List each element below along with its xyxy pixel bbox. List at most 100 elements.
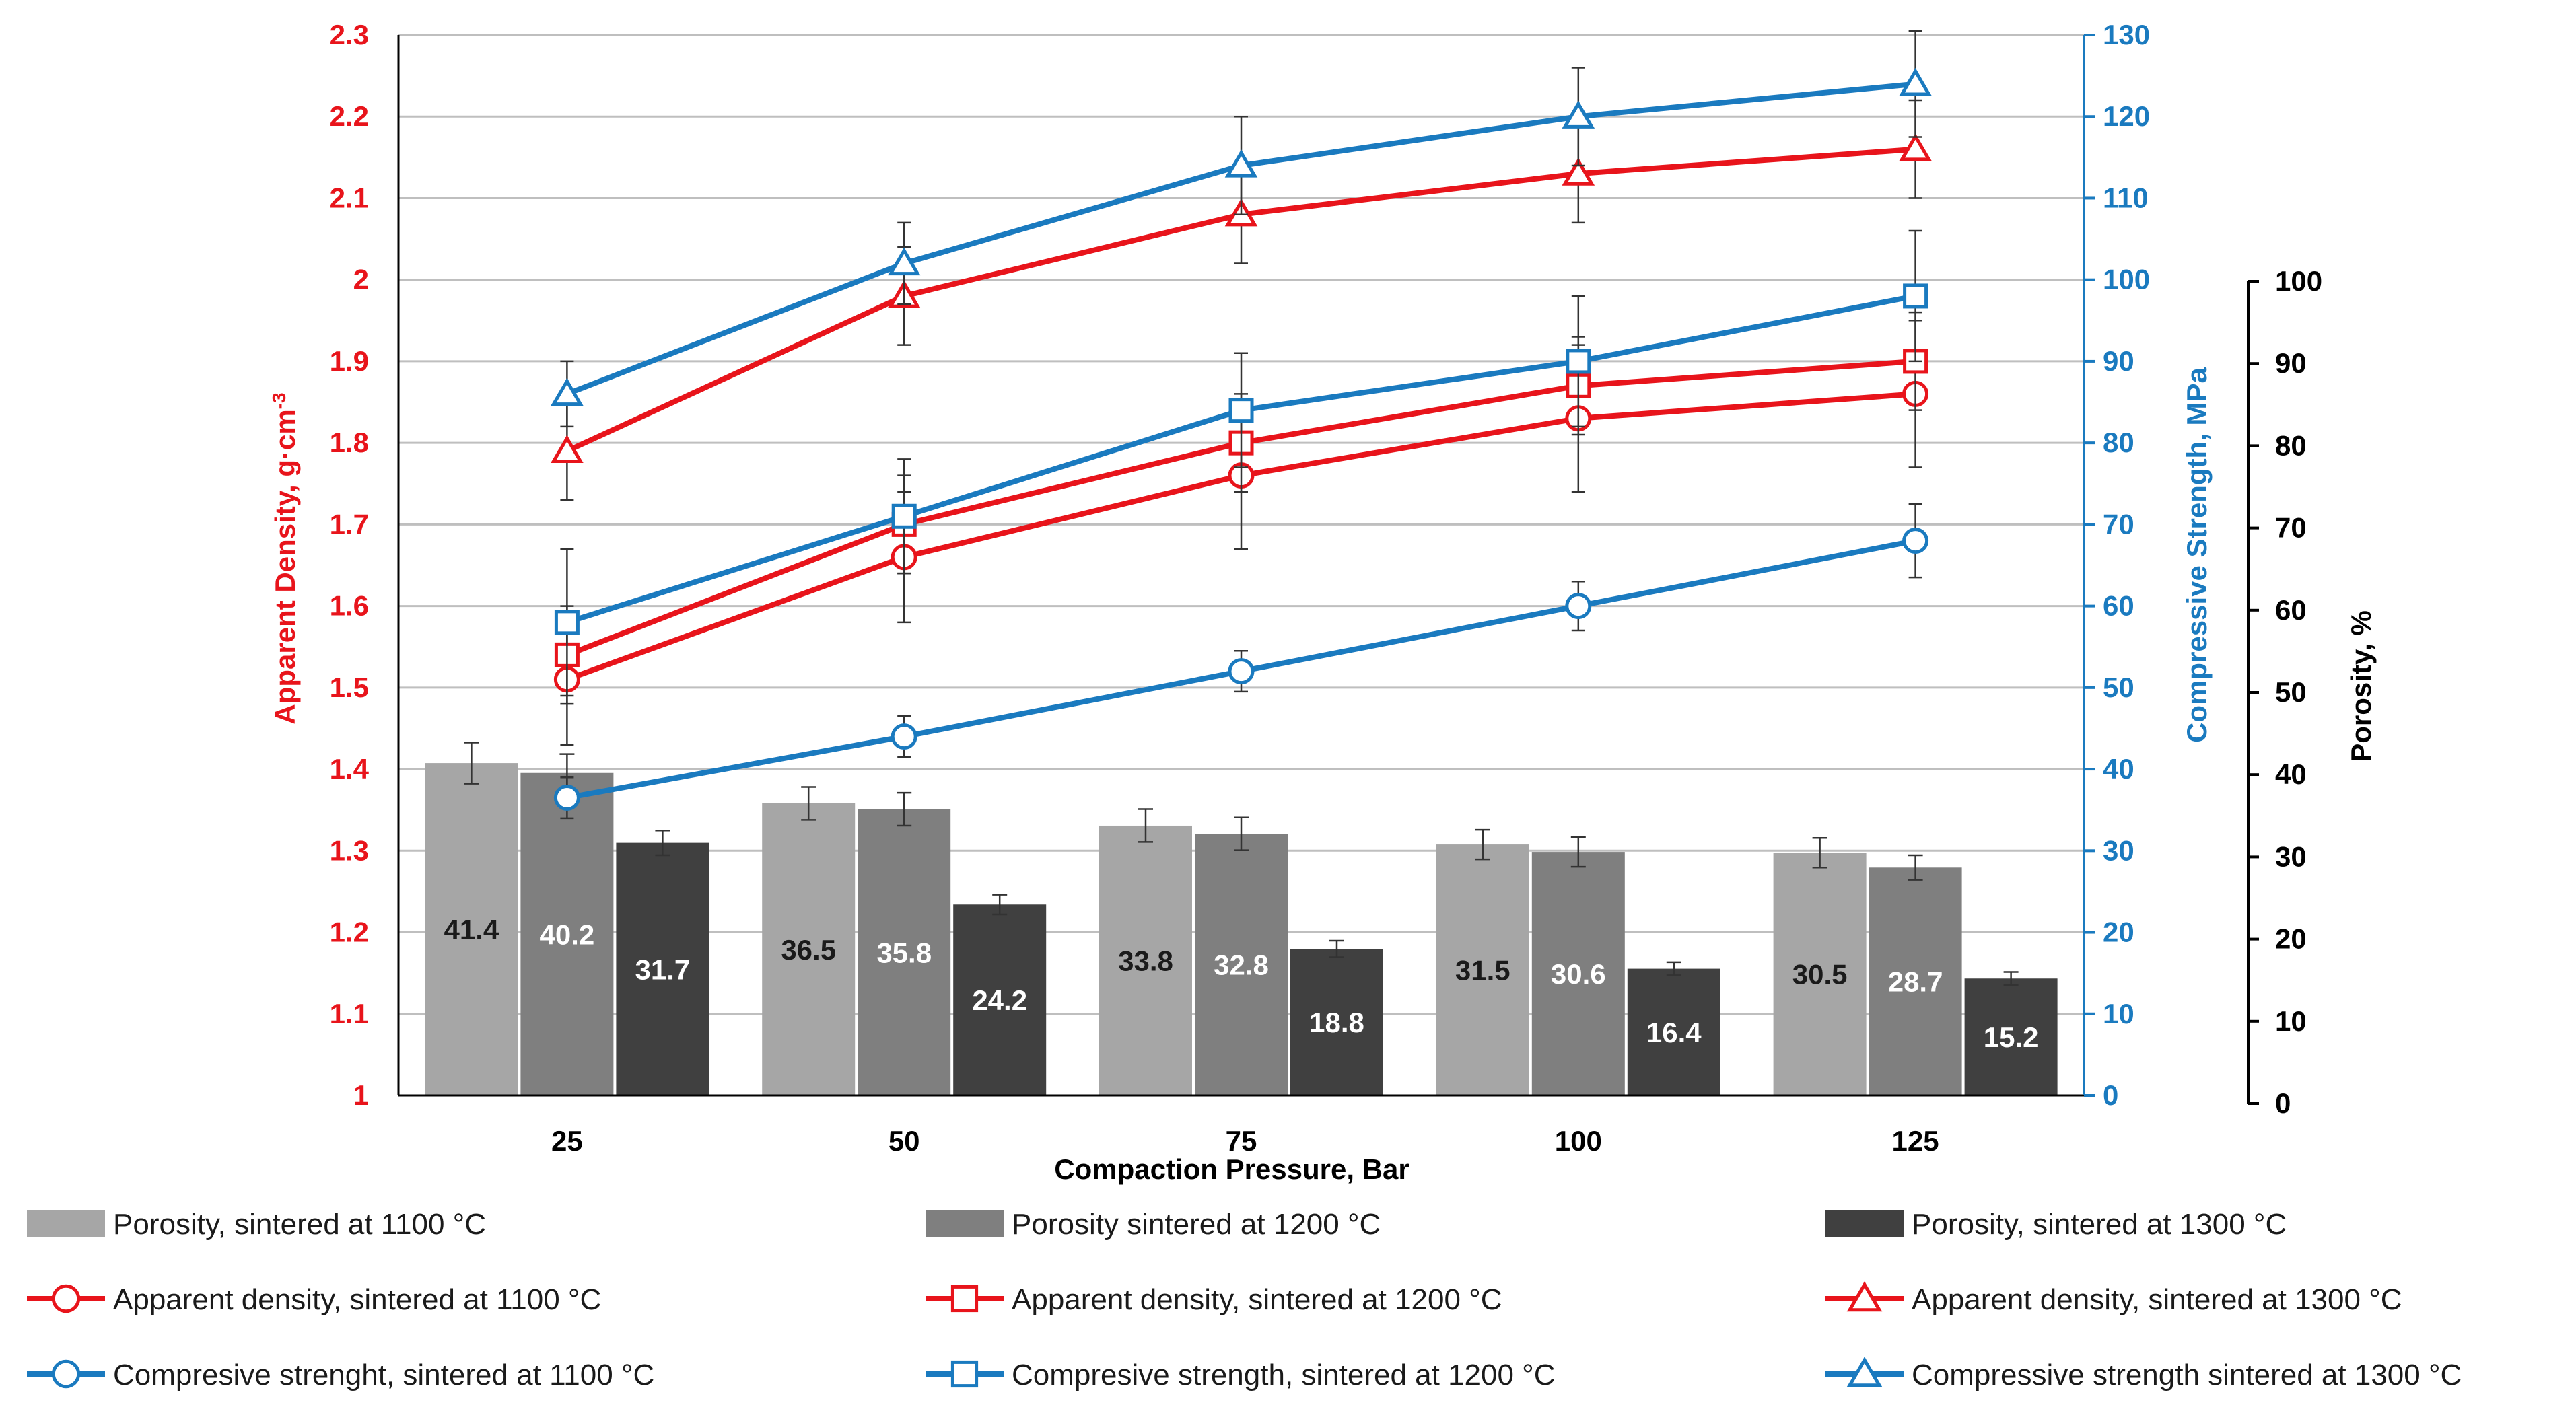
density-tick-label: 1.3 [330, 834, 369, 866]
data-point-marker [1228, 398, 1254, 423]
porosity-tick-label: 70 [2275, 512, 2307, 544]
porosity-bar [953, 904, 1047, 1095]
legend-item: Compressive strength sintered at 1300 °C [1825, 1357, 2462, 1392]
x-tick-label: 125 [1892, 1125, 1939, 1157]
density-tick-label: 2 [353, 264, 369, 295]
bar-value-label: 35.8 [876, 937, 932, 968]
legend-item: Porosity sintered at 1200 °C [926, 1208, 1381, 1241]
density-tick-label: 1.6 [330, 590, 369, 622]
bar-value-label: 31.5 [1455, 955, 1510, 986]
porosity-tick-label: 80 [2275, 429, 2307, 461]
bar-value-label: 24.2 [972, 984, 1027, 1016]
strength-tick-label: 40 [2103, 753, 2134, 785]
density-tick-label: 2.3 [330, 19, 369, 50]
porosity-bar [1869, 867, 1962, 1095]
bar-value-label: 30.6 [1551, 958, 1606, 990]
data-point-marker [1903, 283, 1928, 309]
legend-marker [51, 1284, 81, 1313]
bar-value-label: 33.8 [1118, 945, 1173, 976]
data-point-marker [891, 503, 917, 529]
density-axis-title-exponent: -3 [269, 392, 289, 409]
x-tick-label: 75 [1226, 1125, 1257, 1157]
porosity-bar [1773, 853, 1867, 1095]
bar-value-label: 41.4 [444, 914, 499, 945]
legend-marker [1846, 1357, 1883, 1387]
legend-marker [51, 1359, 81, 1389]
porosity-bar [1531, 852, 1625, 1095]
porosity-bar [616, 842, 709, 1095]
density-tick-label: 1.9 [330, 345, 369, 377]
strength-tick-label: 50 [2103, 672, 2134, 703]
density-tick-label: 2.2 [330, 100, 369, 132]
legend-item: Compresive strength, sintered at 1200 °C [926, 1359, 1556, 1392]
legend-item: Apparent density, sintered at 1200 °C [926, 1283, 1502, 1316]
porosity-bar [1964, 978, 2058, 1095]
density-tick-label: 2.1 [330, 182, 369, 213]
porosity-tick-label: 20 [2275, 923, 2307, 955]
legend-label: Compressive strength sintered at 1300 °C [1912, 1359, 2462, 1392]
porosity-tick-label: 50 [2275, 676, 2307, 708]
legend-label: Apparent density, sintered at 1100 °C [113, 1283, 601, 1316]
porosity-tick-label: 0 [2275, 1087, 2291, 1119]
legend-label: Porosity, sintered at 1300 °C [1912, 1208, 2287, 1241]
density-tick-label: 1.5 [330, 672, 369, 703]
bar-value-label: 30.5 [1792, 959, 1848, 990]
data-point-marker [551, 377, 584, 406]
x-tick-label: 25 [551, 1125, 583, 1157]
data-point-marker [1562, 157, 1595, 186]
bar-value-label: 36.5 [781, 934, 836, 966]
porosity-axis-title: Porosity, % [2345, 610, 2377, 762]
strength-tick-label: 130 [2103, 19, 2150, 50]
density-tick-label: 1.2 [330, 916, 369, 948]
porosity-tick-label: 60 [2275, 594, 2307, 626]
axes: 1 1.1 1.2 1.3 1.4 1.5 1.6 1.7 1.8 1.9 2 2.1 2.2 2.3 0 1… [330, 19, 2322, 1157]
strength-tick-label: 110 [2103, 182, 2149, 213]
legend-label: Porosity, sintered at 1100 °C [113, 1208, 486, 1241]
porosity-tick-label: 90 [2275, 347, 2307, 379]
data-point-marker [1902, 528, 1929, 554]
strength-tick-label: 80 [2103, 427, 2134, 458]
bar-series [425, 742, 2058, 1095]
line-series [551, 30, 1932, 820]
porosity-tick-label: 40 [2275, 758, 2307, 790]
legend-label: Compresive strength, sintered at 1200 °C [1012, 1359, 1556, 1392]
legend-item: Porosity, sintered at 1100 °C [27, 1208, 486, 1241]
porosity-tick-label: 100 [2275, 265, 2322, 297]
data-point-marker [554, 610, 580, 635]
legend-swatch [926, 1210, 1004, 1237]
data-point-marker [551, 435, 584, 463]
porosity-bar [1627, 968, 1720, 1095]
data-point-marker [891, 723, 917, 750]
bar-value-label: 18.8 [1309, 1007, 1364, 1038]
legend-label: Porosity sintered at 1200 °C [1012, 1208, 1381, 1241]
strength-tick-label: 30 [2103, 834, 2134, 866]
legend-marker [1846, 1281, 1883, 1312]
density-axis-title-text: Apparent Density, g·cm [269, 409, 301, 724]
porosity-bar [425, 763, 518, 1095]
porosity-tick-label: 10 [2275, 1005, 2307, 1037]
data-point-marker [1899, 133, 1932, 161]
legend-item: Compresive strenght, sintered at 1100 °C [27, 1359, 654, 1392]
legend-label: Compresive strenght, sintered at 1100 °C [113, 1359, 654, 1392]
legend-label: Apparent density, sintered at 1200 °C [1012, 1283, 1502, 1316]
density-tick-label: 1.7 [330, 508, 369, 540]
bar-value-label: 31.7 [635, 953, 691, 985]
porosity-tick-label: 30 [2275, 840, 2307, 872]
strength-axis-title: Compressive Strength, MPa [2181, 367, 2213, 742]
data-point-marker [1899, 67, 1932, 96]
x-axis-title: Compaction Pressure, Bar [1054, 1153, 1409, 1185]
porosity-bar [1195, 834, 1288, 1095]
legend-item: Apparent density, sintered at 1100 °C [27, 1283, 601, 1316]
legend-item: Apparent density, sintered at 1300 °C [1825, 1281, 2402, 1316]
strength-tick-label: 60 [2103, 590, 2134, 622]
density-tick-label: 1.4 [330, 753, 370, 785]
legend-item: Porosity, sintered at 1300 °C [1825, 1208, 2287, 1241]
porosity-bar [762, 803, 856, 1095]
porosity-bar [1099, 825, 1192, 1095]
legend: Porosity, sintered at 1100 °C Porosity si… [27, 1208, 2462, 1392]
x-tick-label: 50 [889, 1125, 920, 1157]
density-axis-title: Apparent Density, g·cm-3 [269, 392, 301, 724]
legend-swatch [1825, 1210, 1904, 1237]
bar-value-label: 15.2 [1984, 1021, 2039, 1053]
